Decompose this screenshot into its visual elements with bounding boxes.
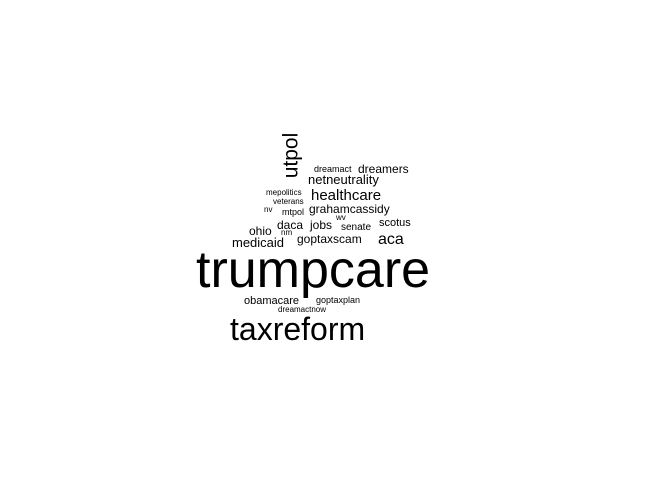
word-senate: senate <box>341 222 372 233</box>
word-goptaxscam: goptaxscam <box>297 232 362 246</box>
word-wv: wv <box>336 213 346 222</box>
word-grahamcassidy: grahamcassidy <box>309 202 390 216</box>
word-obamacare: obamacare <box>244 295 300 307</box>
word-goptaxplan: goptaxplan <box>316 295 361 305</box>
word-ohio: ohio <box>249 224 272 238</box>
word-trumpcare: trumpcare <box>196 241 431 299</box>
word-dreamact: dreamact <box>314 164 352 174</box>
word-nv: nv <box>264 205 273 214</box>
word-veterans: veterans <box>273 197 304 206</box>
word-jobs: jobs <box>310 218 333 232</box>
word-dreamers: dreamers <box>358 162 409 176</box>
word-netneutrality: netneutrality <box>308 172 379 187</box>
word-daca: daca <box>277 218 304 232</box>
word-healthcare: healthcare <box>311 187 382 204</box>
word-nm: nm <box>281 228 293 237</box>
word-mepolitics: mepolitics <box>266 188 302 197</box>
word-utpol: utpol <box>279 132 303 179</box>
word-taxreform: taxreform <box>230 311 366 347</box>
word-aca: aca <box>378 231 404 248</box>
word-scotus: scotus <box>379 217 411 229</box>
word-dreamactnow: dreamactnow <box>278 305 327 314</box>
word-medicaid: medicaid <box>232 235 285 250</box>
word-mtpol: mtpol <box>282 207 305 217</box>
